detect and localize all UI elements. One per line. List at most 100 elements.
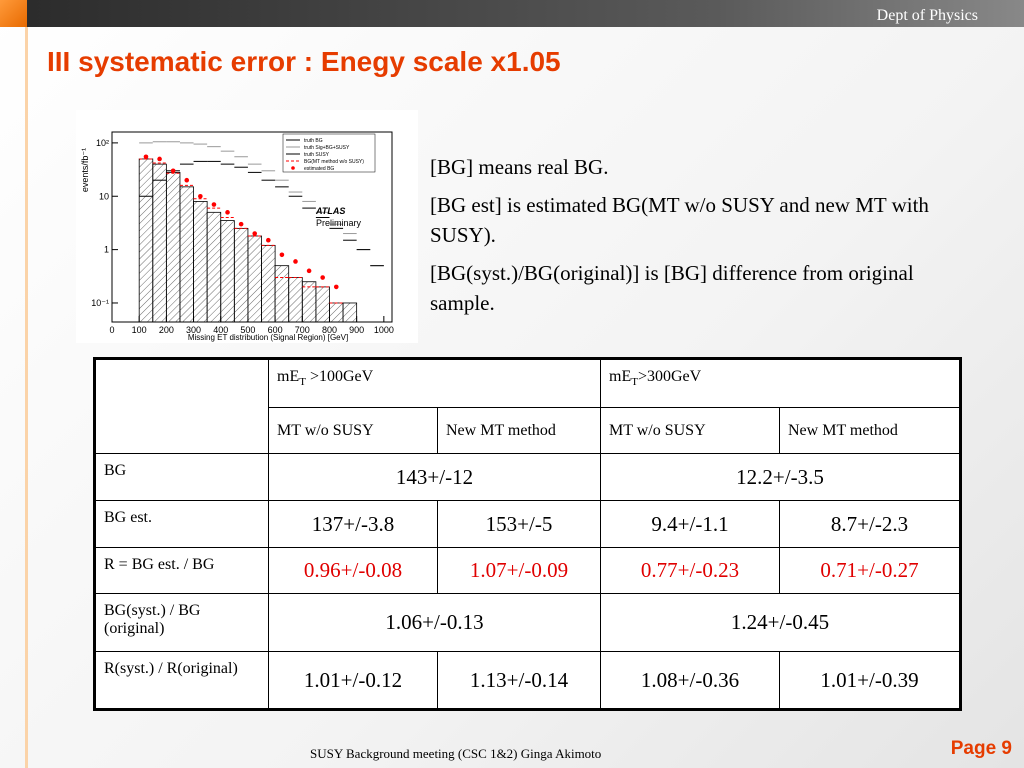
data-point — [143, 154, 149, 160]
y-tick-label: 10⁻¹ — [91, 298, 109, 308]
x-tick-label: 300 — [186, 325, 201, 335]
x-tick-label: 900 — [349, 325, 364, 335]
data-point — [320, 275, 325, 280]
hist-bar — [301, 281, 317, 322]
group-sub: T — [299, 376, 306, 389]
hist-bar — [288, 277, 303, 322]
data-point — [279, 252, 285, 258]
x-tick-label: 500 — [240, 325, 255, 335]
header-row: mET >100GeV mET>300GeV — [94, 358, 961, 454]
data-point — [198, 193, 203, 199]
data-point — [293, 259, 298, 264]
row-label: BG est. — [94, 500, 269, 548]
hist-bar — [233, 227, 249, 322]
corner-cell — [94, 358, 269, 454]
paragraph: [BG est] is estimated BG(MT w/o SUSY and… — [430, 193, 929, 247]
hist-bar — [206, 211, 222, 322]
data-row: BG 143+/-12 12.2+/-3.5 — [94, 453, 961, 501]
hist-bar — [179, 186, 194, 322]
paragraph: [BG] means real BG. — [430, 155, 609, 179]
group-rest: >100GeV — [305, 368, 374, 385]
row-label: BG(syst.) / BG (original) — [94, 593, 269, 652]
footer: SUSY Background meeting (CSC 1&2) Ginga … — [310, 746, 602, 761]
hist-bar — [329, 302, 344, 322]
data-row: BG(syst.) / BG (original) 1.06+/-0.13 1.24… — [94, 593, 961, 652]
hist-bar — [220, 220, 235, 322]
value-cell: 1.06+/-0.13 — [268, 593, 601, 652]
annotation: Preliminary — [316, 218, 362, 228]
value-cell: 1.01+/-0.39 — [779, 651, 961, 710]
data-point — [184, 177, 190, 183]
x-tick-label: 600 — [268, 325, 283, 335]
hist-bar — [152, 163, 167, 322]
value-cell: 137+/-3.8 — [268, 500, 438, 548]
hist-bar — [274, 265, 290, 322]
hist-bar — [315, 286, 330, 322]
y-axis-label: events/fb⁻¹ — [80, 148, 90, 192]
hist-bar — [247, 235, 262, 322]
legend-label: estimated BG — [304, 166, 334, 172]
group-header: mET >100GeV — [268, 358, 601, 408]
side-line — [25, 27, 28, 768]
value-cell: 1.07+/-0.09 — [437, 547, 601, 594]
method-header: New MT method — [779, 407, 961, 454]
value-cell: 1.13+/-0.14 — [437, 651, 601, 710]
top-bar — [0, 0, 1024, 27]
value-cell: 0.77+/-0.23 — [600, 547, 780, 594]
value-cell: 1.01+/-0.12 — [268, 651, 438, 710]
value-cell: 143+/-12 — [268, 453, 601, 501]
x-tick-label: 100 — [132, 325, 147, 335]
data-row: R = BG est. / BG 0.96+/-0.08 1.07+/-0.09 0.… — [94, 547, 961, 594]
data-point — [225, 210, 230, 215]
row-label: R(syst.) / R(original) — [94, 651, 269, 710]
x-tick-label: 1000 — [374, 325, 394, 335]
hist-bar — [193, 201, 208, 322]
data-point — [238, 221, 244, 227]
group-sub: T — [631, 376, 638, 389]
method-header: MT w/o SUSY — [600, 407, 780, 454]
group-rest: >300GeV — [637, 368, 702, 385]
corner-square — [0, 0, 27, 27]
legend-label: truth SUSY — [304, 152, 330, 158]
value-cell: 0.71+/-0.27 — [779, 547, 961, 594]
hist-bar — [261, 244, 276, 322]
plot-area — [138, 141, 384, 322]
x-tick-label: 400 — [213, 325, 228, 335]
x-axis-label: Missing ET distribution (Signal Region) … — [188, 333, 348, 342]
x-tick-label: 700 — [295, 325, 310, 335]
x-tick-label: 200 — [159, 325, 174, 335]
row-label: BG — [94, 453, 269, 501]
data-point — [157, 156, 162, 162]
hist-bar — [165, 171, 181, 322]
method-row: MT w/o SUSY New MT method MT w/o SUSY New M… — [95, 407, 961, 454]
method-header: MT w/o SUSY — [268, 407, 438, 454]
group-header: mET>300GeV — [600, 358, 961, 408]
value-cell: 0.96+/-0.08 — [268, 547, 438, 594]
legend-marker — [291, 166, 295, 170]
y-tick-label: 10 — [99, 191, 109, 201]
x-tick-label: 800 — [322, 325, 337, 335]
slide-title: III systematic error : Enegy scale x1.05 — [47, 46, 561, 77]
value-cell: 1.24+/-0.45 — [600, 593, 961, 652]
text-block: [BG] means real BG. [BG est] is estimated… — [430, 152, 960, 326]
data-point — [333, 284, 339, 290]
group-main: mE — [277, 368, 300, 385]
data-point — [211, 202, 217, 207]
annotation: ATLAS — [315, 206, 345, 216]
x-tick-label: 0 — [109, 325, 114, 335]
legend-label: BG(MT method w/o SUSY) — [304, 159, 364, 165]
value-cell: 12.2+/-3.5 — [600, 453, 961, 501]
legend-label: truth BG — [304, 138, 323, 144]
y-tick-label: 10² — [96, 138, 109, 148]
hist-bar — [342, 302, 358, 322]
value-cell: 9.4+/-1.1 — [600, 500, 780, 548]
value-cell: 1.08+/-0.36 — [600, 651, 780, 710]
legend-label: truth Sig+BG+SUSY — [304, 145, 350, 151]
method-header: New MT method — [437, 407, 601, 454]
value-cell: 153+/-5 — [437, 500, 601, 548]
data-point — [252, 231, 258, 236]
results-table: mET >100GeV mET>300GeV MT w/o SUSY New MT m… — [93, 357, 962, 711]
hist-bar — [138, 158, 154, 322]
data-point — [266, 237, 271, 243]
